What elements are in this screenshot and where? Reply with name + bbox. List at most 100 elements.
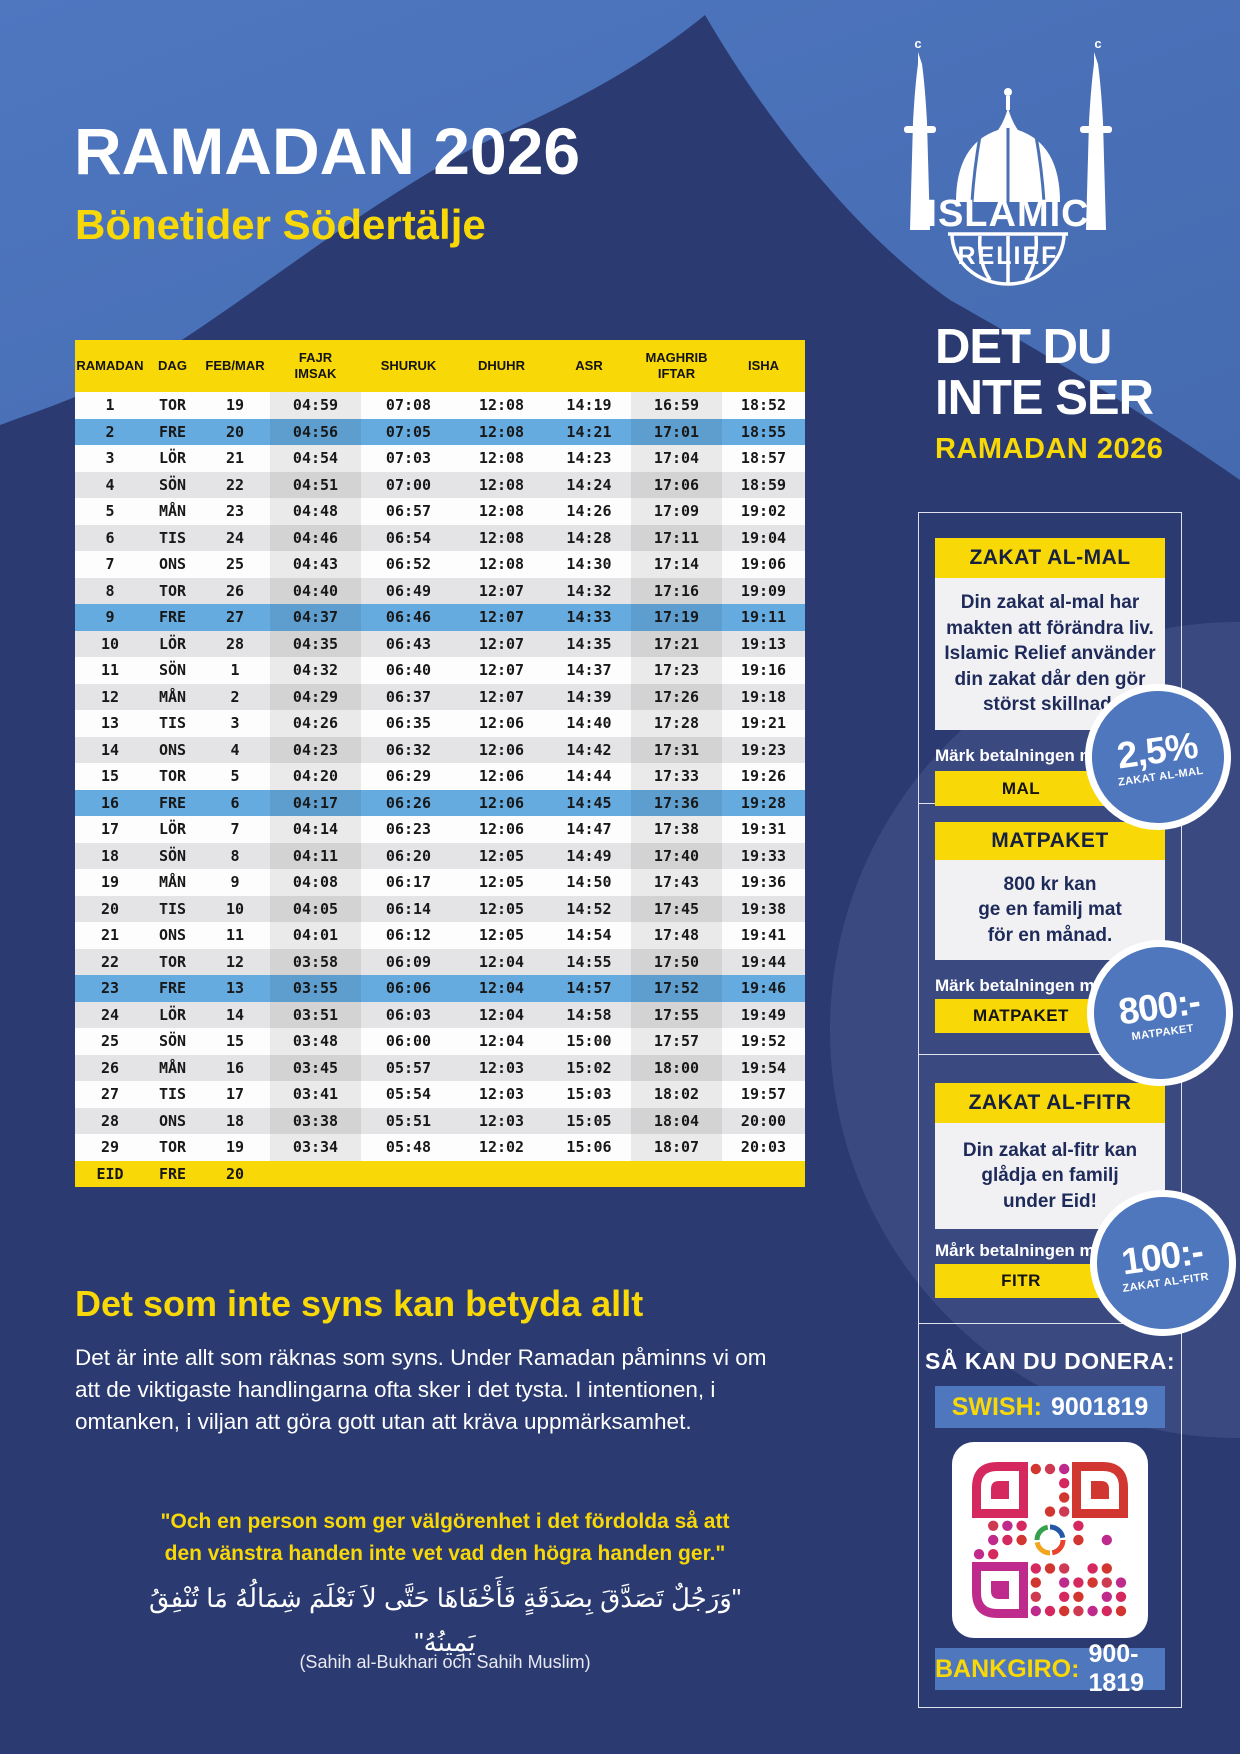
cell: 06:23: [385, 820, 432, 839]
cell: 15: [100, 767, 120, 786]
cell: 17:21: [631, 631, 722, 658]
prayer-times-row: 7 ONS 25 04:43 06:52 12:08 14:30 17:14 19:06: [75, 551, 805, 578]
cell: LÖR: [158, 449, 187, 468]
cell: EID: [96, 1164, 124, 1183]
cell: 17:19: [631, 604, 722, 631]
card-body-zakat-al-fitr: Din zakat al-fitr kan glådja en familj u…: [935, 1123, 1165, 1229]
page-title: RAMADAN 2026: [74, 114, 581, 188]
cell: 5: [105, 502, 115, 521]
bankgiro-label: BANKGIRO:: [935, 1654, 1080, 1683]
cell: 17:04: [631, 445, 722, 472]
cell: 06:40: [385, 661, 432, 680]
logo-wordmark-relief: RELIEF: [958, 242, 1059, 270]
cell: 12:04: [478, 952, 525, 971]
column-header: ISHA: [722, 340, 805, 392]
cell: 17:36: [631, 790, 722, 817]
cell: 06:49: [385, 581, 432, 600]
cell: 04:56: [270, 419, 361, 446]
cell: 22: [225, 475, 245, 494]
crescent-icon: c: [1094, 36, 1101, 51]
cell: 12:06: [478, 793, 525, 812]
matpaket-button[interactable]: MATPAKET: [935, 999, 1107, 1033]
cell: 1: [230, 661, 240, 680]
cell: 16: [100, 793, 120, 812]
cell: 17:06: [631, 472, 722, 499]
cell: 19:49: [740, 1005, 787, 1024]
donation-qr-code[interactable]: [952, 1442, 1148, 1638]
cell: 23: [100, 979, 120, 998]
fitr-button[interactable]: FITR: [935, 1264, 1107, 1298]
footer-headline: Det som inte syns kan betyda allt: [75, 1283, 644, 1324]
cell: 17:14: [631, 551, 722, 578]
cell: 14:26: [566, 502, 612, 521]
cell: 04:29: [270, 684, 361, 711]
swish-number: 9001819: [1050, 1392, 1149, 1421]
section-divider: [919, 1054, 1181, 1055]
cell: 12:07: [478, 634, 525, 653]
bankgiro-button[interactable]: BANKGIRO: 900-1819: [935, 1640, 1165, 1697]
cell: 18:02: [631, 1081, 722, 1108]
prayer-times-row: 18 SÖN 8 04:11 06:20 12:05 14:49 17:40 19:33: [75, 842, 805, 869]
cell: 15:06: [566, 1138, 612, 1157]
cell: MÅN: [158, 1058, 187, 1077]
cell: 14: [100, 740, 120, 759]
cell: 12:08: [478, 422, 525, 441]
card-title-zakat-al-mal: ZAKAT AL-MAL: [935, 538, 1165, 578]
cell: 10: [100, 634, 120, 653]
cell: 12:04: [478, 1032, 525, 1051]
cell: 12:05: [478, 846, 525, 865]
column-header: FAJR IMSAK: [270, 340, 361, 392]
cell: 17:01: [631, 419, 722, 446]
cell: 14:32: [566, 581, 612, 600]
mark-payment-label: Märk betalningen med:: [935, 746, 1121, 765]
bankgiro-number: 900-1819: [1088, 1640, 1145, 1697]
prayer-times-row: 21 ONS 11 04:01 06:12 12:05 14:54 17:48 19:41: [75, 922, 805, 949]
cell: 19:36: [740, 873, 787, 892]
cell: 19:11: [740, 608, 787, 627]
prayer-times-row: 6 TIS 24 04:46 06:54 12:08 14:28 17:11 19:04: [75, 524, 805, 552]
cell: 04:17: [270, 790, 361, 817]
prayer-times-table: RAMADAN DAG FEB/MAR FAJR IMSAK SHURUK DHUHR AS…: [75, 340, 805, 1187]
cell: 17:23: [631, 657, 722, 684]
swish-label: SWISH:: [951, 1392, 1042, 1421]
cell: TOR: [158, 767, 187, 786]
eid-row: EID FRE 20: [75, 1160, 805, 1188]
cell: 06:35: [385, 714, 432, 733]
cell: 28: [100, 1111, 120, 1130]
cell: [270, 1161, 805, 1188]
cell: 04:23: [270, 737, 361, 764]
cell: MÅN: [158, 687, 187, 706]
qr-art: [972, 1462, 1128, 1618]
cell: 1: [105, 396, 115, 415]
cell: 07:05: [385, 422, 432, 441]
cell: SÖN: [158, 846, 187, 865]
cell: MÅN: [158, 873, 187, 892]
card-title-zakat-al-fitr: ZAKAT AL-FITR: [935, 1083, 1165, 1123]
mal-button[interactable]: MAL: [935, 771, 1107, 806]
cell: 03:45: [270, 1055, 361, 1082]
cell: 24: [225, 528, 245, 547]
cell: 17:31: [631, 737, 722, 764]
cell: 14:39: [566, 687, 612, 706]
cell: 12:08: [478, 555, 525, 574]
cell: 06:52: [385, 555, 432, 574]
prayer-times-header: RAMADAN DAG FEB/MAR FAJR IMSAK SHURUK DHUHR AS…: [75, 340, 805, 392]
prayer-times-row: 16 FRE 6 04:17 06:26 12:06 14:45 17:36 19:28: [75, 789, 805, 817]
cell: 17:55: [631, 1002, 722, 1029]
cell: 19:33: [740, 846, 787, 865]
donate-heading: SÅ KAN DU DONERA:: [925, 1348, 1175, 1374]
cell: 12:05: [478, 899, 525, 918]
cell: 04:46: [270, 525, 361, 552]
cell: 17:26: [631, 684, 722, 711]
swish-button[interactable]: SWISH: 9001819: [935, 1386, 1165, 1428]
cell: FRE: [158, 422, 187, 441]
cell: 04:20: [270, 763, 361, 790]
cell: SÖN: [158, 475, 187, 494]
cell: 19:06: [740, 555, 787, 574]
cell: 17:52: [631, 975, 722, 1002]
cell: 04:14: [270, 816, 361, 843]
cell: TOR: [158, 1138, 187, 1157]
prayer-times-row: 14 ONS 4 04:23 06:32 12:06 14:42 17:31 19:23: [75, 736, 805, 764]
cell: 19:52: [740, 1032, 787, 1051]
cell: 14:21: [566, 422, 612, 441]
